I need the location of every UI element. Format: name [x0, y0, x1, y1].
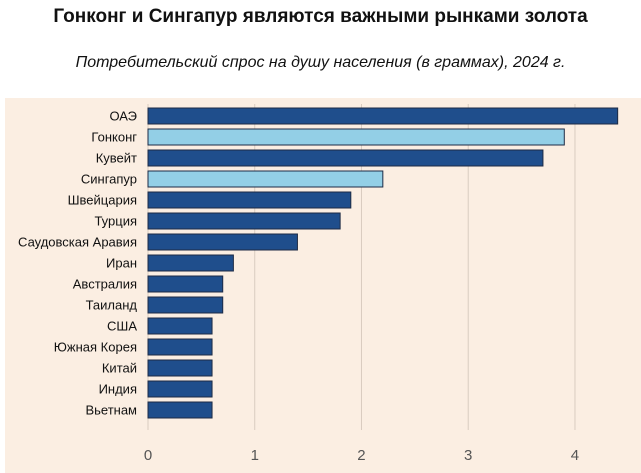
category-label: Китай	[102, 361, 137, 376]
x-tick-label: 2	[357, 447, 365, 464]
category-label: Гонконг	[91, 130, 137, 145]
x-tick-label: 3	[464, 447, 472, 464]
category-label: Иран	[106, 256, 137, 271]
category-label: Австралия	[73, 277, 137, 292]
bar	[147, 317, 213, 335]
bar	[147, 338, 213, 356]
category-label: Вьетнам	[85, 403, 137, 418]
bar	[147, 212, 341, 230]
x-tick-label: 1	[251, 447, 259, 464]
bar	[147, 275, 224, 293]
bar	[147, 170, 384, 188]
category-labels: ОАЭ Гонконг Кувейт Сингапур Швейцария Турция С…	[18, 109, 137, 418]
bar	[147, 107, 619, 125]
x-tick-label: 0	[144, 447, 152, 464]
category-label: США	[107, 319, 137, 334]
bar	[147, 191, 352, 209]
category-label: Саудовская Аравия	[18, 235, 137, 250]
bar	[147, 296, 224, 314]
bar	[147, 380, 213, 398]
category-label: Швейцария	[68, 193, 137, 208]
chart-subtitle: Потребительский спрос на душу населения …	[75, 54, 566, 71]
category-label: ОАЭ	[109, 109, 137, 124]
bar	[147, 359, 213, 377]
category-label: Турция	[94, 214, 137, 229]
bar	[147, 149, 544, 167]
chart-title: Гонконг и Сингапур являются важными рынк…	[53, 6, 588, 27]
category-label: Индия	[99, 382, 137, 397]
category-label: Сингапур	[81, 172, 137, 187]
bar	[147, 401, 213, 419]
category-label: Южная Корея	[54, 340, 137, 355]
bar	[147, 233, 298, 251]
x-tick-labels: 0 1 2 3 4	[144, 447, 579, 464]
bar	[147, 128, 565, 146]
x-tick-label: 4	[571, 447, 579, 464]
bar	[147, 254, 234, 272]
category-label: Кувейт	[96, 151, 137, 166]
bars	[147, 107, 619, 419]
category-label: Таиланд	[86, 298, 138, 313]
